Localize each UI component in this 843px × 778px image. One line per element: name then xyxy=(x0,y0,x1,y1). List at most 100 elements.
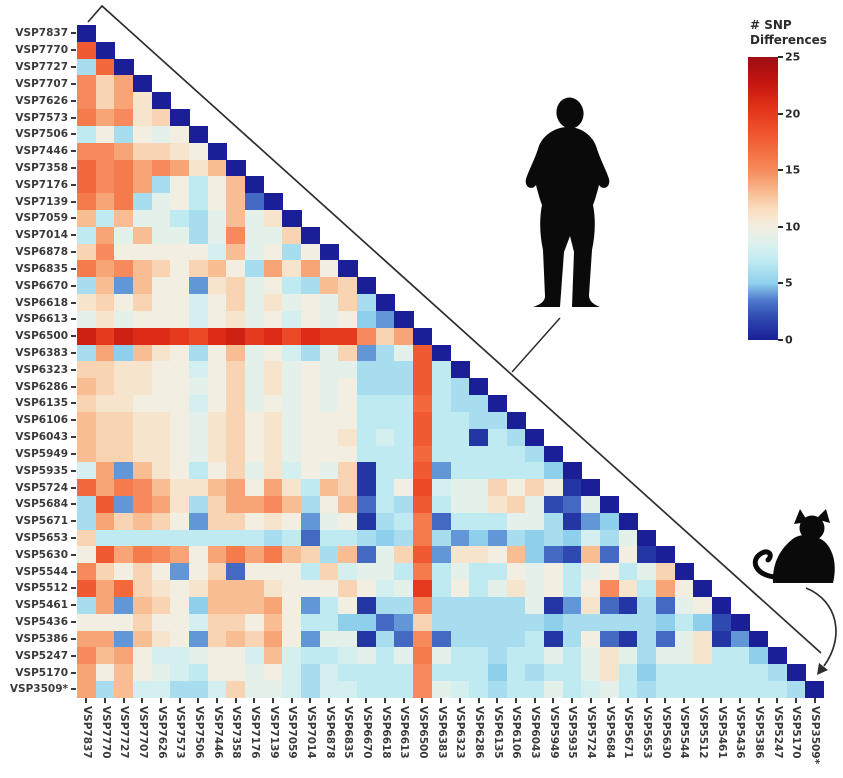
heatmap-cell xyxy=(133,479,153,497)
colorbar-tick xyxy=(778,282,783,285)
heatmap-cell xyxy=(189,260,209,278)
heatmap-cell xyxy=(581,613,601,631)
heatmap-cell xyxy=(133,647,153,665)
heatmap-cell xyxy=(114,647,134,665)
heatmap-cell xyxy=(394,529,414,547)
heatmap-cell xyxy=(599,512,620,531)
heatmap-cell xyxy=(282,495,302,514)
heatmap-cell xyxy=(207,310,227,329)
heatmap-cell xyxy=(77,546,97,564)
x-axis-label: VSP3509* xyxy=(809,706,822,765)
heatmap-cell xyxy=(525,613,545,631)
x-axis-tick xyxy=(440,698,443,703)
heatmap-cell xyxy=(151,680,171,699)
heatmap-cell xyxy=(581,529,601,547)
x-axis-tick xyxy=(626,698,629,703)
heatmap-cell xyxy=(226,193,246,211)
heatmap-cell xyxy=(189,546,209,564)
heatmap-cell xyxy=(245,243,265,261)
heatmap-cell xyxy=(95,411,115,430)
x-axis-label: VSP6043 xyxy=(529,706,542,759)
heatmap-cell xyxy=(77,563,97,581)
heatmap-cell xyxy=(170,109,190,127)
heatmap-cell xyxy=(543,664,564,682)
heatmap-cell xyxy=(226,563,246,581)
heatmap-cell xyxy=(319,580,339,598)
heatmap-cell xyxy=(263,580,283,598)
heatmap-cell xyxy=(189,125,209,144)
heatmap-cell xyxy=(189,563,209,581)
y-axis-tick xyxy=(71,637,76,640)
heatmap-cell xyxy=(95,310,115,329)
y-axis-tick xyxy=(71,621,76,624)
heatmap-cell xyxy=(95,327,115,346)
heatmap-cell xyxy=(170,563,190,581)
y-axis-tick xyxy=(71,537,76,539)
heatmap-cell xyxy=(170,546,190,564)
heatmap-cell xyxy=(226,260,246,278)
heatmap-cell xyxy=(394,546,414,564)
heatmap-cell xyxy=(245,613,265,631)
heatmap-cell xyxy=(282,226,302,245)
heatmap-cell xyxy=(170,479,190,497)
heatmap-cell xyxy=(170,277,190,295)
heatmap-cell xyxy=(375,445,395,463)
heatmap-cell xyxy=(431,613,451,631)
heatmap-cell xyxy=(525,580,545,598)
heatmap-cell xyxy=(581,580,601,598)
x-axis-tick xyxy=(290,698,293,703)
y-axis-label: VSP7446 xyxy=(15,144,68,157)
x-axis-label: VSP5436 xyxy=(734,706,747,759)
heatmap-cell xyxy=(245,529,265,547)
heatmap-cell xyxy=(207,445,227,463)
heatmap-cell xyxy=(357,395,377,413)
heatmap-cell xyxy=(151,176,171,194)
heatmap-cell xyxy=(599,596,620,615)
y-axis-tick xyxy=(71,301,76,304)
y-axis-label: VSP6043 xyxy=(15,430,68,443)
heatmap-cell xyxy=(207,277,227,295)
heatmap-cell xyxy=(506,479,526,497)
heatmap-cell xyxy=(338,277,358,295)
heatmap-cell xyxy=(95,344,115,362)
heatmap-cell xyxy=(207,546,227,564)
heatmap-cell xyxy=(207,327,227,346)
heatmap-cell xyxy=(95,546,115,564)
heatmap-cell xyxy=(618,647,638,665)
heatmap-cell xyxy=(637,613,657,631)
heatmap-cell xyxy=(749,664,769,682)
heatmap-cell xyxy=(338,310,358,329)
heatmap-cell xyxy=(95,210,115,228)
x-axis-tick xyxy=(589,698,592,703)
heatmap-cell xyxy=(375,462,395,480)
heatmap-cell xyxy=(357,310,377,329)
heatmap-cell xyxy=(151,344,171,362)
heatmap-cell xyxy=(77,75,97,93)
heatmap-cell xyxy=(170,176,190,194)
heatmap-cell xyxy=(263,327,283,346)
colorbar-tick-label: 5 xyxy=(785,276,793,290)
heatmap-cell xyxy=(189,680,209,699)
heatmap-cell xyxy=(319,680,339,699)
heatmap-cell xyxy=(655,647,676,665)
heatmap-cell xyxy=(655,563,676,581)
heatmap-cell xyxy=(431,344,451,362)
heatmap-cell xyxy=(207,428,227,446)
y-axis-label: VSP7626 xyxy=(15,94,68,107)
heatmap-cell xyxy=(431,411,451,430)
heatmap-cell xyxy=(77,596,97,615)
heatmap-cell xyxy=(599,546,620,564)
y-axis-label: VSP7059 xyxy=(15,212,68,225)
heatmap-cell xyxy=(245,193,265,211)
heatmap-cell xyxy=(77,529,97,547)
heatmap-cell xyxy=(151,260,171,278)
heatmap-cell xyxy=(263,495,283,514)
heatmap-cell xyxy=(226,395,246,413)
heatmap-cell xyxy=(133,125,153,144)
x-axis-tick xyxy=(458,698,461,703)
heatmap-cell xyxy=(133,664,153,682)
heatmap-cell xyxy=(581,664,601,682)
heatmap-cell xyxy=(375,512,395,531)
heatmap-cell xyxy=(282,445,302,463)
human-silhouette-icon xyxy=(525,97,610,307)
